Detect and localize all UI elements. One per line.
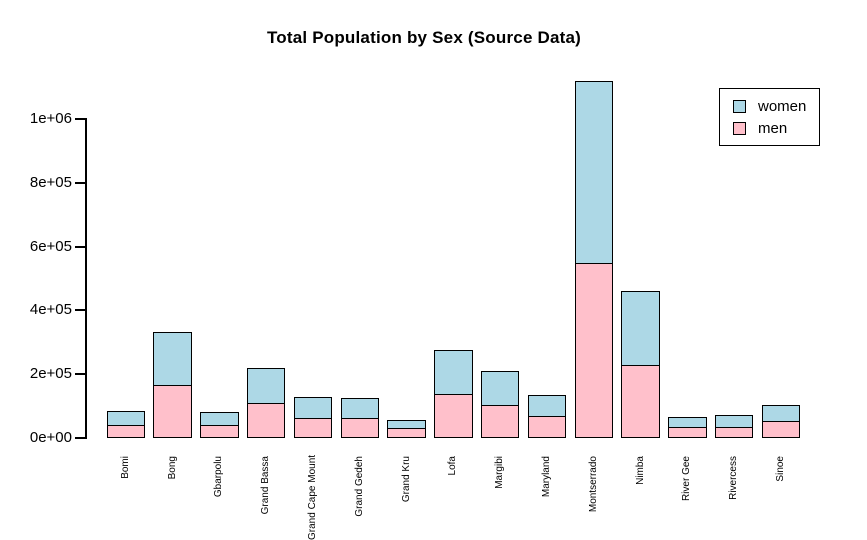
legend-item-men: men xyxy=(733,121,819,136)
y-tick-label: 8e+05 xyxy=(29,173,72,191)
bar-segment-men xyxy=(434,394,473,438)
legend-swatch-men xyxy=(733,121,746,135)
bar-segment-women xyxy=(668,416,707,428)
bar-segment-women xyxy=(246,367,286,403)
bar-segment-men xyxy=(527,416,567,438)
x-axis-label: Gbarpolu xyxy=(213,456,225,498)
bar-segment-men xyxy=(246,402,286,438)
y-tick xyxy=(75,245,87,248)
legend: women men xyxy=(719,88,820,146)
x-axis-label: Grand Cape Mount xyxy=(306,454,318,540)
bar-segment-women xyxy=(527,394,567,417)
bar-segment-women xyxy=(200,411,239,425)
y-tick xyxy=(75,181,87,184)
bar-segment-men xyxy=(668,427,707,438)
bar-segment-men xyxy=(480,404,520,438)
bar-segment-men xyxy=(574,262,613,438)
y-tick-label: 2e+05 xyxy=(29,365,72,383)
bar-segment-men xyxy=(200,424,239,438)
bar-segment-men xyxy=(761,421,801,438)
bar-segment-women xyxy=(387,419,426,429)
y-tick-label: 4e+05 xyxy=(29,301,72,319)
bar-segment-men xyxy=(153,385,192,438)
y-tick-label: 6e+05 xyxy=(29,237,72,255)
x-axis-label: Bong xyxy=(166,456,178,480)
y-tick-label: 0e+00 xyxy=(29,429,72,446)
x-axis-label: Bomi xyxy=(119,456,131,479)
bar-segment-women xyxy=(480,371,520,405)
bar-segment-men xyxy=(621,364,660,438)
bar-segment-women xyxy=(621,290,660,365)
x-axis-label: Grand Bassa xyxy=(260,456,272,515)
legend-label-men: men xyxy=(758,119,788,137)
x-axis-label: River Gee xyxy=(681,456,693,502)
x-axis-label: Sinoe xyxy=(774,456,786,482)
y-tick-label: 1e+06 xyxy=(29,110,72,127)
y-tick xyxy=(75,437,87,439)
bar-segment-men xyxy=(714,426,754,438)
bar-segment-men xyxy=(293,417,333,438)
x-axis-label: Maryland xyxy=(540,456,552,498)
bar-segment-women xyxy=(293,397,333,418)
bar-segment-women xyxy=(714,415,754,427)
x-axis-label: Grand Kru xyxy=(400,456,412,503)
bar-segment-women xyxy=(153,331,192,386)
x-axis-label: Grand Gedeh xyxy=(353,456,365,517)
bar-segment-women xyxy=(761,405,801,422)
legend-swatch-women xyxy=(733,99,746,113)
bar-segment-women xyxy=(106,411,145,425)
chart-title: Total Population by Sex (Source Data) xyxy=(266,28,582,47)
legend-label-women: women xyxy=(758,97,807,115)
x-axis-label: Montserrado xyxy=(587,456,599,513)
legend-item-women: women xyxy=(733,99,819,114)
bar-segment-women xyxy=(434,349,473,395)
x-axis-label: Rivercess xyxy=(728,456,740,500)
bar-segment-women xyxy=(574,81,613,263)
x-axis-label: Lofa xyxy=(447,456,459,476)
y-tick xyxy=(75,373,87,376)
x-axis-label: Nimba xyxy=(634,456,646,485)
y-tick xyxy=(75,309,87,312)
y-tick xyxy=(75,118,87,120)
y-axis-line xyxy=(85,118,87,439)
x-axis-label: Margibi xyxy=(494,456,506,489)
bar-segment-women xyxy=(340,398,379,418)
bar-segment-men xyxy=(387,428,426,438)
bar-segment-men xyxy=(106,424,145,438)
bar-segment-men xyxy=(340,417,379,438)
